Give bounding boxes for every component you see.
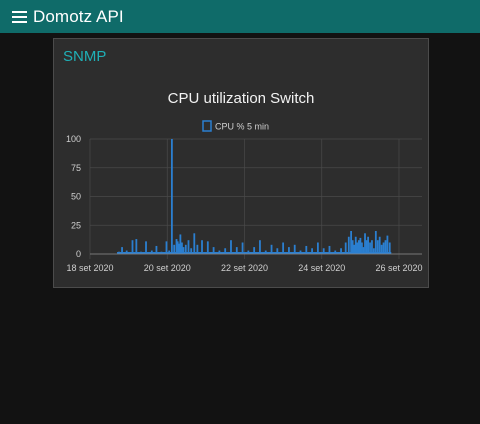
cpu-bar	[135, 239, 138, 254]
app-header: Domotz API	[0, 0, 480, 33]
y-tick-label: 25	[71, 220, 81, 230]
hamburger-menu-icon[interactable]	[8, 0, 30, 33]
cpu-bar	[235, 247, 238, 254]
cpu-bar	[175, 239, 178, 254]
cpu-bar	[374, 231, 377, 254]
cpu-bar	[364, 233, 366, 254]
card-title: SNMP	[63, 48, 107, 65]
cpu-bar	[386, 235, 389, 254]
cpu-bar	[293, 244, 296, 254]
cpu-bar	[155, 245, 158, 254]
x-tick-label: 20 set 2020	[144, 263, 191, 273]
cpu-bar	[388, 242, 391, 254]
cpu-bar	[282, 242, 285, 254]
cpu-bar	[201, 240, 203, 254]
x-tick-label: 24 set 2020	[298, 263, 345, 273]
cpu-bar	[177, 243, 180, 254]
cpu-bar	[230, 240, 232, 254]
x-tick-label: 26 set 2020	[375, 263, 422, 273]
cpu-bar	[311, 248, 313, 254]
snmp-card: SNMP CPU utilization Switch 0 25 50 75 100 1…	[53, 38, 429, 288]
cpu-bar	[190, 248, 193, 254]
cpu-bar	[359, 237, 362, 254]
cpu-bar	[173, 244, 176, 254]
cpu-bar	[212, 247, 215, 254]
app-title: Domotz API	[33, 6, 124, 26]
chart-legend: CPU % 5 min	[202, 120, 269, 132]
cpu-bar	[165, 241, 168, 254]
cpu-bar	[206, 241, 209, 254]
cpu-bar	[288, 247, 290, 254]
cpu-bar	[347, 236, 350, 254]
cpu-bar	[380, 244, 383, 254]
legend-label: CPU % 5 min	[215, 122, 269, 132]
cpu-bar	[176, 241, 179, 254]
y-tick-label: 50	[71, 192, 81, 202]
cpu-bar	[362, 247, 365, 254]
cpu-bar	[365, 240, 368, 254]
cpu-utilization-chart: 0 25 50 75 100 18 set 2020 20 set 2020 22 set …	[66, 120, 423, 273]
cpu-bar	[367, 236, 369, 254]
cpu-bar	[322, 248, 325, 254]
cpu-bar	[224, 248, 227, 254]
cpu-bar	[179, 234, 182, 254]
y-axis-ticks: 0 25 50 75 100	[66, 134, 81, 259]
cpu-bar	[241, 242, 244, 254]
cpu-bar	[276, 248, 279, 254]
cpu-bar	[121, 247, 123, 254]
chart-title: CPU utilization Switch	[167, 90, 315, 107]
cpu-bar	[253, 247, 256, 254]
cpu-bar	[181, 242, 183, 254]
cpu-bar	[356, 242, 359, 254]
cpu-bar	[182, 247, 185, 254]
cpu-bar	[361, 242, 363, 254]
cpu-bar	[316, 242, 319, 254]
legend-swatch	[202, 120, 212, 132]
y-tick-label: 0	[76, 249, 81, 259]
series-bars	[117, 139, 392, 254]
cpu-bar	[384, 240, 387, 254]
cpu-bar	[340, 248, 342, 254]
cpu-bar	[305, 245, 308, 254]
cpu-bar	[193, 233, 196, 254]
cpu-bar	[328, 245, 331, 254]
cpu-bar	[378, 236, 381, 254]
cpu-bar	[357, 240, 360, 254]
cpu-bar	[369, 242, 371, 254]
cpu-bar	[376, 240, 379, 254]
cpu-baseline-fill	[117, 252, 392, 254]
cpu-bar	[170, 139, 173, 254]
cpu-bar	[187, 240, 190, 254]
cpu-bar	[353, 244, 356, 254]
x-tick-label: 22 set 2020	[221, 263, 268, 273]
cpu-bar	[131, 240, 134, 254]
cpu-bar	[354, 236, 357, 254]
cpu-bar	[184, 244, 187, 254]
cpu-bar	[196, 244, 199, 254]
cpu-bar	[372, 248, 375, 254]
cpu-bar	[351, 240, 354, 254]
cpu-bar	[259, 240, 261, 254]
cpu-bar	[371, 240, 373, 254]
cpu-bar	[270, 244, 273, 254]
cpu-bar	[344, 242, 347, 254]
cpu-bar	[382, 242, 385, 254]
y-tick-label: 100	[66, 134, 81, 144]
y-tick-label: 75	[71, 163, 81, 173]
cpu-bar	[145, 241, 147, 254]
x-tick-label: 18 set 2020	[66, 263, 113, 273]
x-axis-ticks: 18 set 2020 20 set 2020 22 set 2020 24 set …	[66, 263, 422, 273]
cpu-bar	[350, 231, 353, 254]
